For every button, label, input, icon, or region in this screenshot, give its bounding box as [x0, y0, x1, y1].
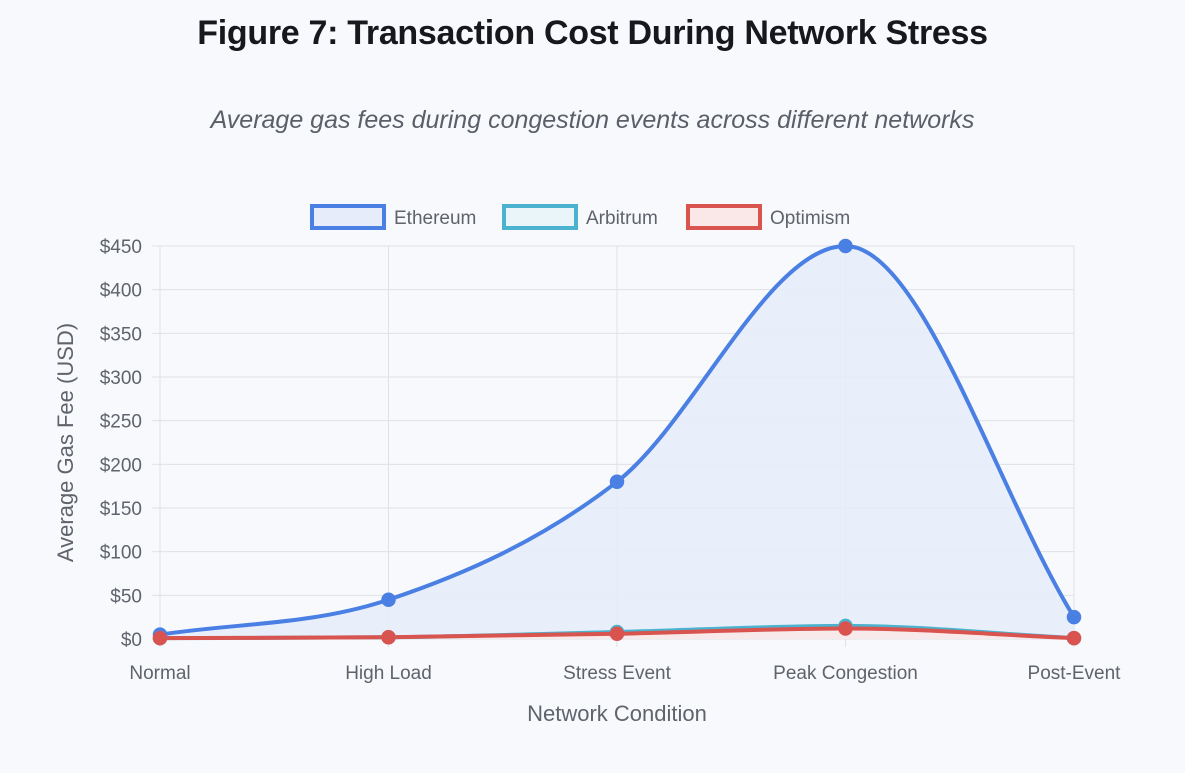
legend-item-optimism[interactable]: Optimism [686, 204, 850, 230]
y-tick-label: $300 [100, 368, 142, 389]
data-point-optimism [381, 630, 396, 645]
y-tick-label: $450 [100, 237, 142, 258]
y-tick-label: $400 [100, 281, 142, 302]
legend-label: Ethereum [394, 208, 476, 229]
axes: $0 $50 $100 $150 $200 $250 $300 $350 $400 $450 Nor… [53, 237, 1121, 726]
legend-item-arbitrum[interactable]: Arbitrum [502, 204, 658, 230]
legend-label: Arbitrum [586, 208, 658, 229]
legend-swatch [686, 204, 762, 230]
data-point-optimism [609, 626, 625, 642]
legend-swatch [310, 204, 386, 230]
data-point-ethereum [381, 592, 396, 607]
x-axis-title: Network Condition [527, 701, 707, 726]
y-tick-label: $350 [100, 324, 142, 345]
y-axis-title: Average Gas Fee (USD) [53, 323, 78, 562]
x-tick-label: Post-Event [1028, 663, 1122, 684]
legend-label: Optimism [770, 208, 850, 229]
data-point-optimism [152, 630, 168, 646]
series-points [152, 238, 1082, 646]
y-tick-label: $0 [121, 630, 142, 651]
data-point-optimism [1066, 630, 1082, 646]
y-tick-label: $100 [100, 543, 142, 564]
legend-item-ethereum[interactable]: Ethereum [310, 204, 476, 230]
x-tick-label: Peak Congestion [773, 663, 918, 684]
data-point-optimism [838, 621, 853, 636]
y-tick-label: $50 [110, 586, 142, 607]
series-line-ethereum [159, 244, 1076, 637]
x-tick-label: High Load [345, 663, 432, 684]
y-tick-label: $250 [100, 412, 142, 433]
data-point-ethereum [1066, 609, 1082, 625]
x-tick-label: Normal [129, 663, 190, 684]
figure-subtitle: Average gas fees during congestion event… [210, 106, 975, 134]
figure-title: Figure 7: Transaction Cost During Networ… [197, 14, 988, 52]
legend[interactable]: Ethereum Arbitrum Optimism [310, 204, 850, 230]
data-point-ethereum [609, 474, 625, 490]
y-tick-label: $200 [100, 455, 142, 476]
x-tick-label: Stress Event [563, 663, 671, 684]
legend-swatch [502, 204, 578, 230]
data-point-ethereum [838, 238, 853, 254]
y-tick-label: $150 [100, 499, 142, 520]
series-fill-ethereum [160, 246, 1074, 639]
